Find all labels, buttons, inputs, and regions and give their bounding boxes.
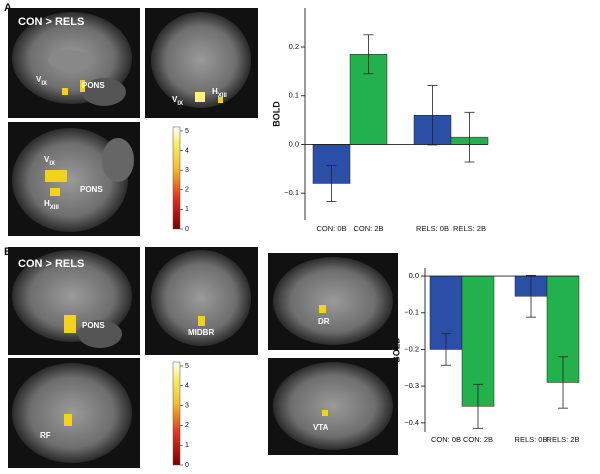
y-axis-label: BOLD xyxy=(391,337,401,363)
region-sub: XIII xyxy=(218,93,227,99)
region: PONS xyxy=(82,81,105,90)
x-tick-label: RELS: 2B xyxy=(453,224,486,233)
contrast: CON > RELS xyxy=(18,16,84,28)
y-tick-label: −0.4 xyxy=(404,418,419,427)
colorbar-tick-label: 2 xyxy=(185,422,189,429)
colorbar-tick-label: 2 xyxy=(185,187,189,194)
y-tick-label: 0.0 xyxy=(289,139,299,148)
x-tick-label: RELS: 2B xyxy=(547,435,580,444)
colorbar-tick-label: 3 xyxy=(185,402,189,409)
y-tick-label: 0.1 xyxy=(289,91,299,100)
region: MIDBR xyxy=(188,328,214,337)
y-tick-label: 0.2 xyxy=(289,42,299,51)
region: PONS xyxy=(80,185,103,194)
panel-label: B xyxy=(4,246,12,258)
panel-label: A xyxy=(4,2,12,14)
region-sub: IX xyxy=(41,81,47,87)
contrast: CON > RELS xyxy=(18,258,84,270)
region: RF xyxy=(40,431,51,440)
x-tick-label: RELS: 0B xyxy=(515,435,548,444)
region: VIX xyxy=(172,95,183,106)
brain-images xyxy=(8,8,398,468)
region-name: H xyxy=(212,87,218,96)
colorbar-tick-label: 1 xyxy=(185,442,189,449)
region: VIX xyxy=(44,155,55,166)
region-sub: IX xyxy=(177,101,183,107)
colorbar-tick-label: 0 xyxy=(185,226,189,233)
region: HXIII xyxy=(44,199,59,210)
colorbar-tick-label: 4 xyxy=(185,147,189,154)
x-tick-label: CON: 0B xyxy=(316,224,346,233)
region-name: H xyxy=(44,199,50,208)
region: VIX xyxy=(36,75,47,86)
y-tick-label: 0.0 xyxy=(409,271,419,280)
region-name: V xyxy=(44,155,50,164)
region-name: V xyxy=(172,95,178,104)
colorbar-tick-label: 3 xyxy=(185,167,189,174)
region: VTA xyxy=(313,423,329,432)
region-sub: XIII xyxy=(50,205,59,211)
y-tick-label: −0.1 xyxy=(404,308,419,317)
x-tick-label: CON: 2B xyxy=(353,224,383,233)
y-tick-label: −0.2 xyxy=(404,344,419,353)
x-tick-label: CON: 2B xyxy=(463,435,493,444)
x-tick-label: CON: 0B xyxy=(431,435,461,444)
colorbar-tick-label: 5 xyxy=(185,128,189,135)
region: PONS xyxy=(82,321,105,330)
region-name: V xyxy=(36,75,42,84)
region: DR xyxy=(318,317,330,326)
colorbar-tick-label: 0 xyxy=(185,462,189,469)
x-tick-label: RELS: 0B xyxy=(416,224,449,233)
y-axis-label: BOLD xyxy=(271,101,281,127)
colorbar-tick-label: 4 xyxy=(185,383,189,390)
colorbar-tick-label: 1 xyxy=(185,206,189,213)
y-tick-label: −0.3 xyxy=(404,381,419,390)
region-sub: IX xyxy=(49,161,55,167)
region: HXIII xyxy=(212,87,227,98)
colorbar-tick-label: 5 xyxy=(185,363,189,370)
y-tick-label: −0.1 xyxy=(284,188,299,197)
